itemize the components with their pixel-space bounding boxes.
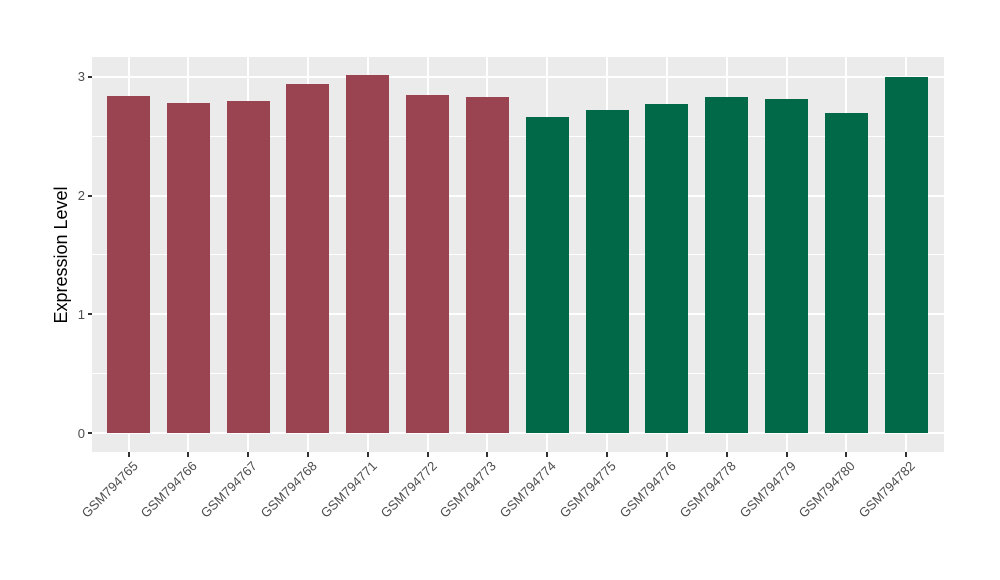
bar-GSM794776 (645, 104, 689, 433)
x-tick-mark (187, 452, 190, 457)
x-tick-mark (366, 452, 369, 457)
bar-GSM794771 (346, 74, 390, 433)
plot-panel (92, 57, 944, 452)
x-tick-label: GSM794766 (138, 458, 201, 521)
x-tick-mark (845, 452, 848, 457)
bar-GSM794765 (107, 95, 150, 433)
y-tick-label: 3 (77, 69, 85, 85)
gridline-major-y (92, 313, 944, 316)
y-tick-mark (88, 432, 92, 434)
x-tick-label: GSM794768 (257, 458, 320, 521)
x-tick-mark (905, 452, 908, 457)
x-tick-label: GSM794771 (317, 458, 380, 521)
x-tick-mark (785, 452, 788, 457)
x-tick-label: GSM794780 (796, 458, 859, 521)
x-tick-label: GSM794776 (616, 458, 679, 521)
x-tick-label: GSM794778 (676, 458, 739, 521)
x-tick-label: GSM794775 (556, 458, 620, 521)
bar-GSM794778 (705, 97, 749, 433)
gridline-major-y (92, 194, 944, 197)
x-tick-mark (546, 452, 549, 457)
bar-GSM794779 (765, 99, 809, 433)
x-tick-mark (725, 452, 728, 457)
x-tick-mark (306, 452, 309, 457)
gridline-minor-y (92, 254, 944, 256)
bar-GSM794773 (465, 97, 509, 433)
bar-GSM794775 (585, 110, 629, 433)
bar-GSM794774 (525, 117, 569, 433)
bar-GSM794780 (824, 112, 868, 433)
x-tick-mark (665, 452, 668, 457)
y-tick-label: 0 (77, 425, 85, 441)
x-tick-label: GSM794782 (855, 458, 919, 521)
gridline-minor-y (92, 373, 944, 375)
y-tick-mark (88, 75, 92, 78)
x-tick-mark (606, 452, 609, 457)
bar-GSM794766 (166, 103, 210, 433)
bar-GSM794782 (884, 76, 928, 433)
x-tick-label: GSM794772 (377, 458, 440, 521)
y-tick-label: 2 (77, 188, 85, 204)
x-tick-label: GSM794779 (736, 458, 799, 521)
x-tick-label: GSM794773 (437, 458, 500, 521)
gridline-major-y (92, 75, 944, 78)
x-tick-mark (127, 452, 130, 457)
x-tick-label: GSM794765 (78, 458, 141, 521)
y-axis-title: Expression Level (51, 186, 71, 324)
x-tick-mark (426, 452, 429, 457)
x-tick-mark (486, 452, 489, 457)
bar-GSM794772 (406, 94, 450, 433)
bar-GSM794768 (286, 84, 330, 433)
gridline-minor-y (92, 135, 944, 137)
y-tick-mark (88, 194, 92, 197)
gridline-major-y (92, 432, 944, 434)
y-tick-mark (88, 313, 92, 316)
x-tick-mark (247, 452, 250, 457)
x-tick-label: GSM794774 (496, 458, 560, 521)
y-tick-label: 1 (77, 306, 85, 322)
x-tick-label: GSM794767 (197, 458, 261, 521)
bar-GSM794767 (226, 100, 270, 433)
